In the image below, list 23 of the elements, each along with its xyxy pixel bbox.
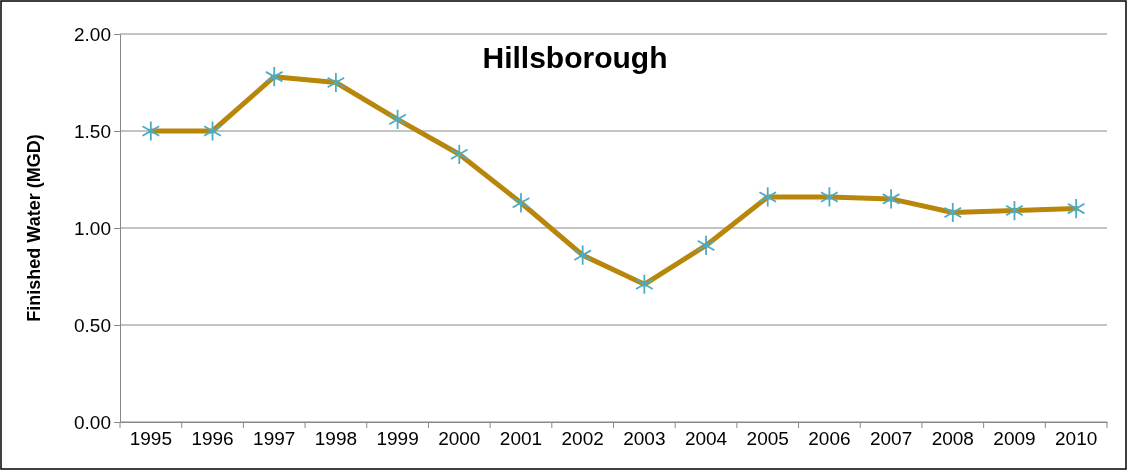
x-tick-label: 2002 [561,428,604,450]
x-tick-label: 2007 [869,428,913,450]
y-tick-label: 1.50 [74,120,111,142]
x-tick-label: 2006 [808,428,851,450]
x-tick-label: 2005 [746,428,789,450]
x-tick-label: 2009 [993,428,1036,450]
x-tick-label: 2000 [438,428,481,450]
x-tick-label: 2001 [499,428,543,450]
y-tick-label: 0.50 [74,314,111,336]
x-tick-label: 1997 [253,428,296,450]
chart-title: Hillsborough [482,41,668,74]
y-axis-title: Finished Water (MGD) [24,134,44,322]
x-tick-label: 1995 [129,428,172,450]
y-tick-label: 0.00 [74,411,111,433]
x-tick-label: 1996 [191,428,234,450]
x-tick-label: 1998 [314,428,358,450]
x-tick-label: 2003 [623,428,666,450]
x-tick-label: 2004 [684,428,728,450]
x-tick-label: 2010 [1055,428,1098,450]
x-tick-label: 1999 [376,428,419,450]
y-tick-label: 1.00 [74,217,111,239]
y-tick-label: 2.00 [74,23,111,45]
x-tick-label: 2008 [931,428,974,450]
